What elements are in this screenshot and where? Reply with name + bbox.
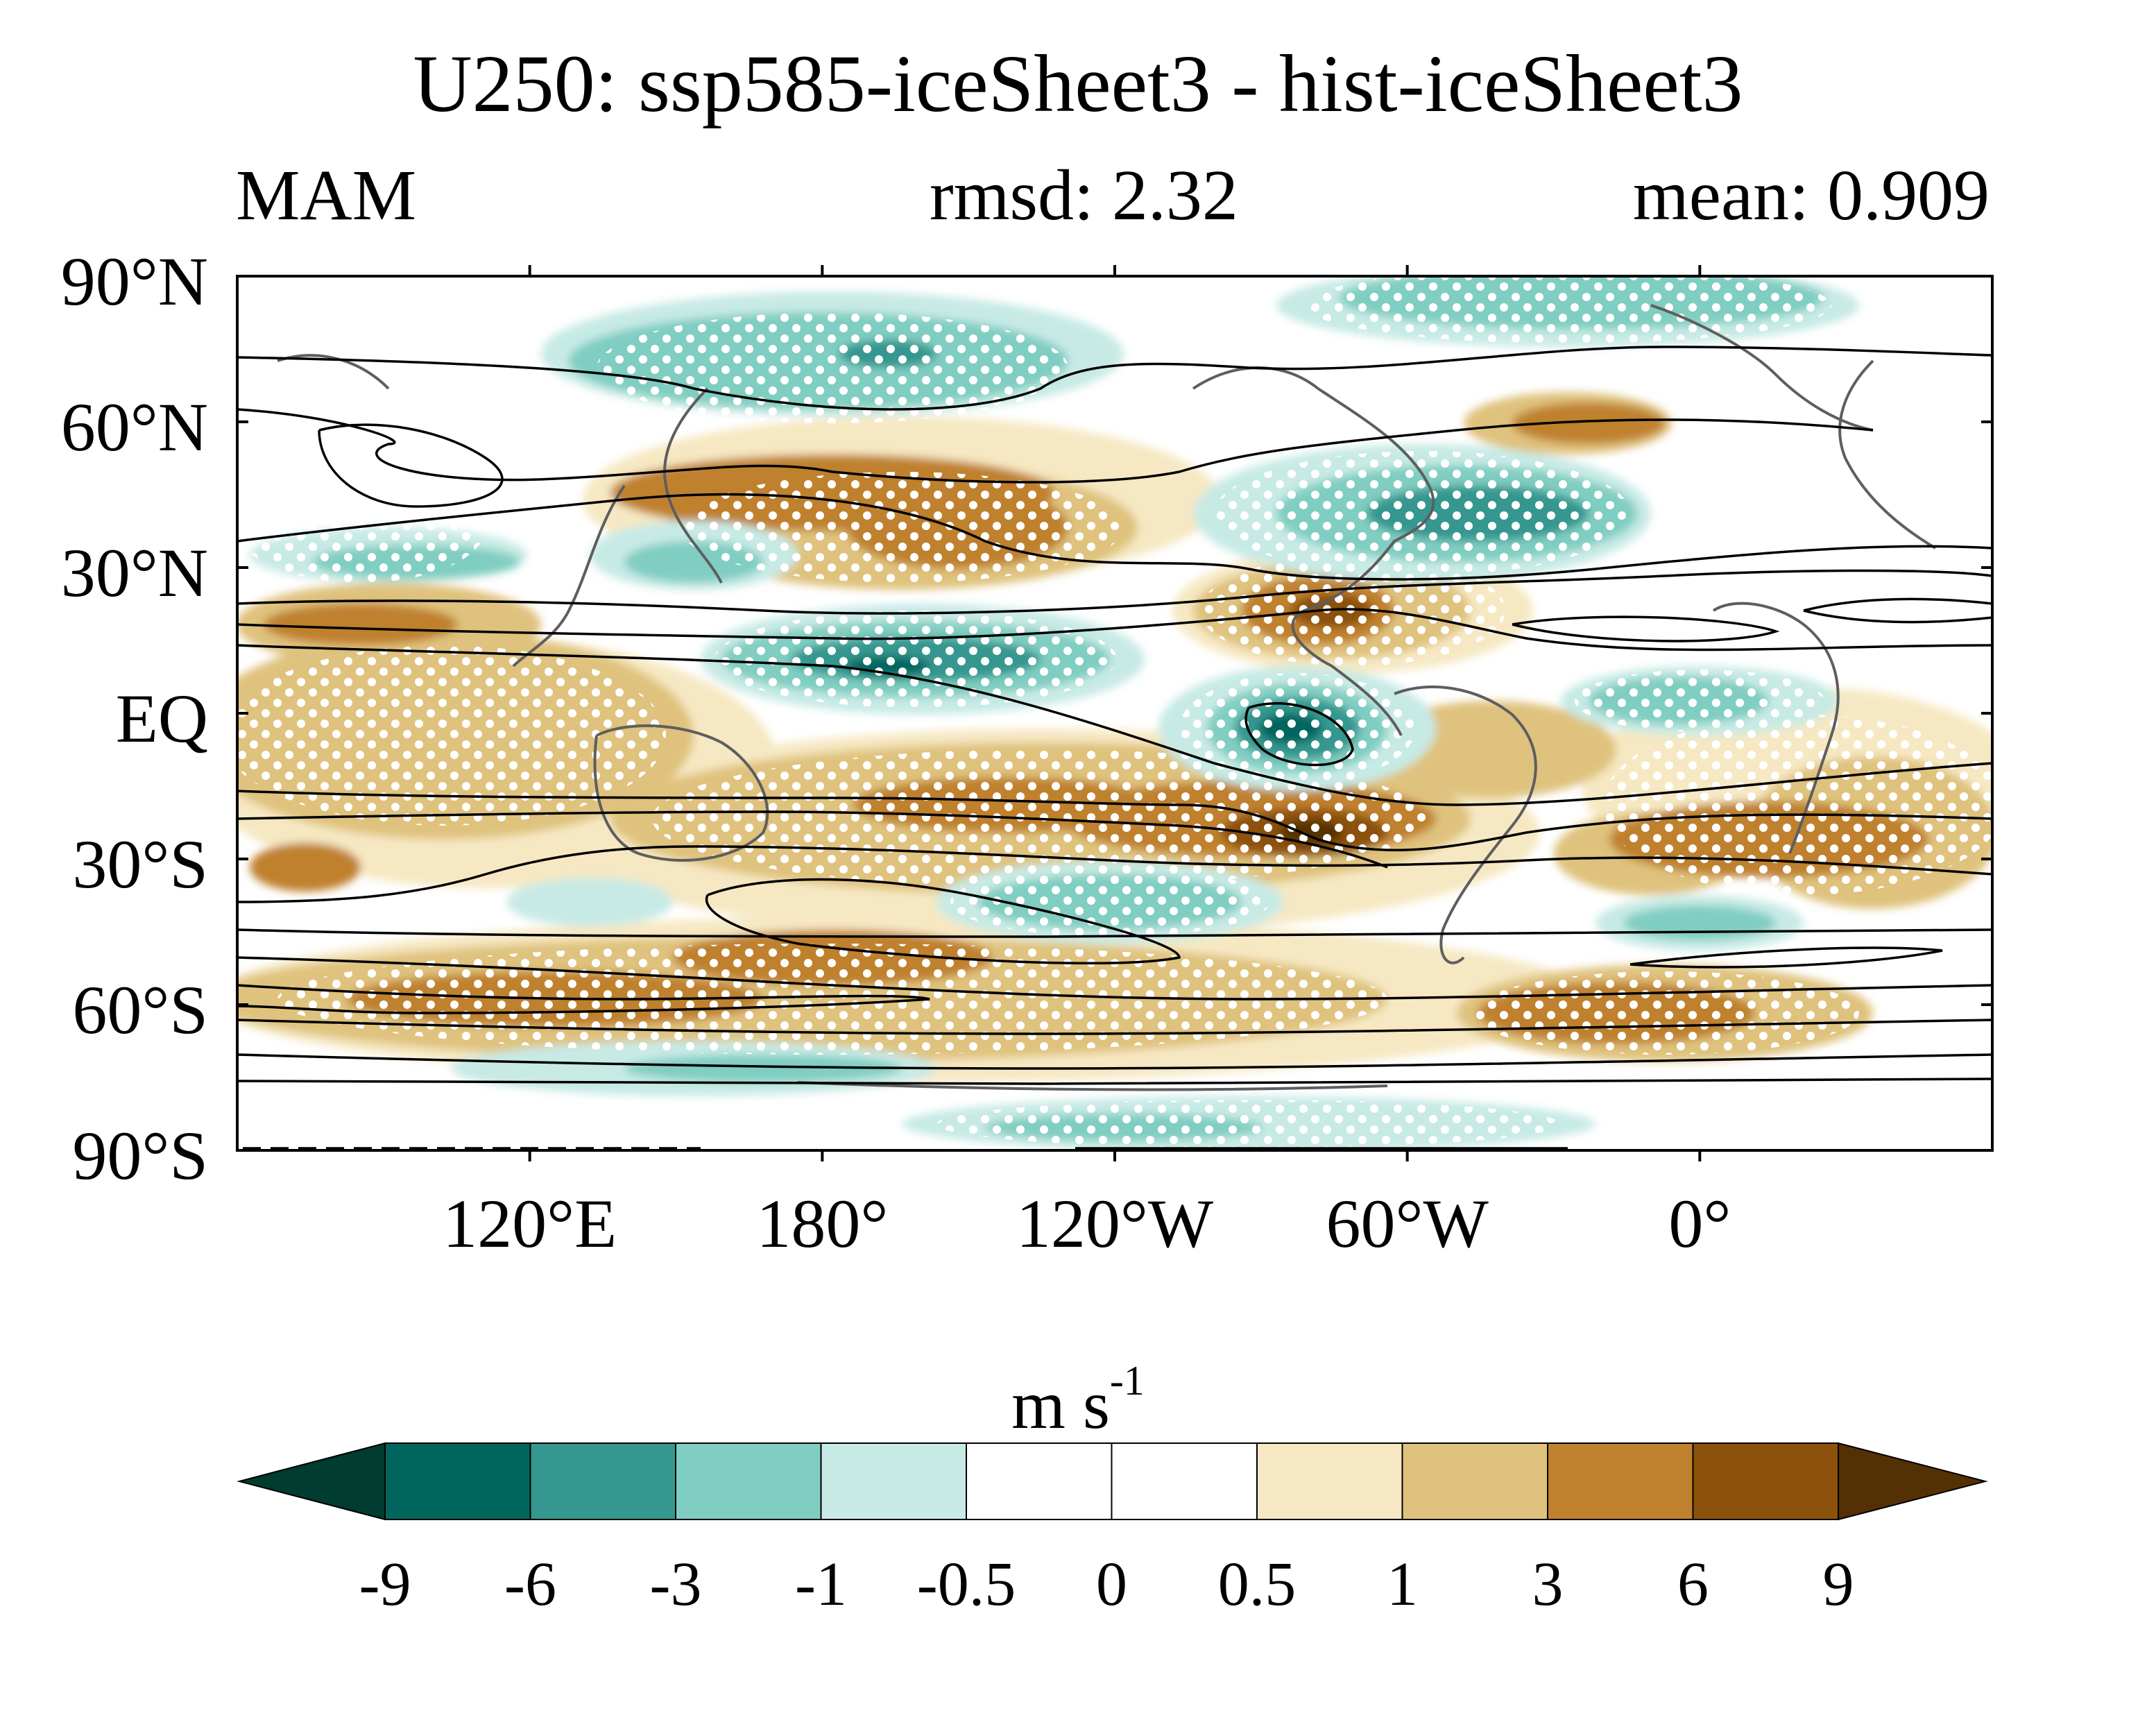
- lon-tick-label: 0°: [1668, 1185, 1731, 1262]
- colorbar: [237, 1442, 1988, 1521]
- lon-tick-label: 60°W: [1326, 1185, 1489, 1262]
- colorbar-bin: [1111, 1442, 1258, 1520]
- colorbar-max-extension: [1838, 1442, 1988, 1521]
- colorbar-level-label: -0.5: [916, 1550, 1016, 1619]
- colorbar-bin: [1692, 1442, 1839, 1520]
- mean-label: mean: 0.909: [1632, 155, 1990, 235]
- colorbar-level-label: 0: [1096, 1550, 1127, 1619]
- colorbar-bin: [820, 1442, 967, 1520]
- colorbar-bin: [1256, 1442, 1403, 1520]
- colorbar-level-label: 3: [1532, 1550, 1564, 1619]
- lat-tick-label: 90°S: [72, 1117, 208, 1194]
- lat-tick-label: 30°N: [60, 534, 208, 611]
- unit-base: m s: [1011, 1366, 1110, 1443]
- coastlines: [277, 304, 1937, 1091]
- colorbar-level-label: 0.5: [1217, 1550, 1297, 1619]
- colorbar-bin: [1401, 1442, 1548, 1520]
- lat-tick-label: 60°S: [72, 971, 208, 1048]
- colorbar-level-label: -1: [795, 1550, 847, 1619]
- colorbar-level-label: -3: [649, 1550, 702, 1619]
- colorbar-bin: [1547, 1442, 1694, 1520]
- colorbar-bin: [966, 1442, 1113, 1520]
- season-label: MAM: [236, 155, 417, 235]
- longitude-ticks: [528, 265, 1702, 1161]
- colorbar-level-label: -6: [504, 1550, 556, 1619]
- lat-tick-label: 30°S: [72, 826, 208, 903]
- colorbar-unit-label: m s-1: [0, 1360, 2156, 1440]
- colorbar-level-label: 9: [1822, 1550, 1854, 1619]
- colorbar-bin: [529, 1442, 676, 1520]
- colorbar-bin: [675, 1442, 822, 1520]
- latitude-ticks: [237, 275, 1992, 1152]
- colorbar-level-label: -9: [359, 1550, 411, 1619]
- rmsd-label: rmsd: 2.32: [930, 155, 1238, 235]
- climatology-contours: [237, 346, 1992, 1150]
- colorbar-level-label: 1: [1387, 1550, 1418, 1619]
- plot-title: U250: ssp585-iceSheet3 - hist-iceSheet3: [413, 38, 1743, 129]
- lat-tick-label: EQ: [115, 680, 208, 757]
- lon-tick-label: 120°E: [443, 1185, 617, 1262]
- map-panel: [237, 276, 1992, 1150]
- lon-tick-label: 120°W: [1016, 1185, 1214, 1262]
- lat-tick-label: 90°N: [60, 243, 208, 320]
- colorbar-bin: [384, 1442, 531, 1520]
- colorbar-min-extension: [237, 1442, 386, 1521]
- colorbar-level-label: 6: [1677, 1550, 1709, 1619]
- unit-exponent: -1: [1109, 1358, 1145, 1404]
- lon-tick-label: 180°: [756, 1185, 889, 1262]
- lat-tick-label: 60°N: [60, 389, 208, 466]
